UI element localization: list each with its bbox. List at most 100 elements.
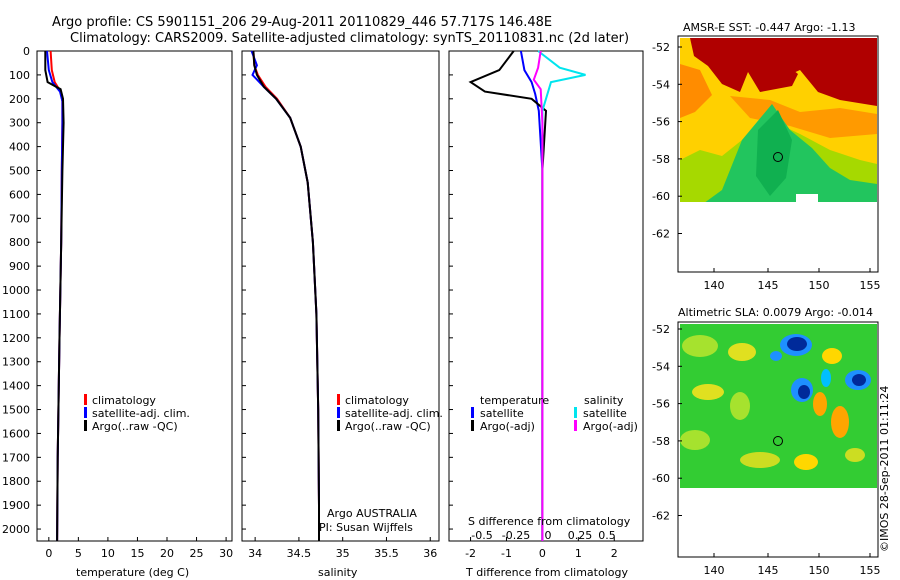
- salinity-x-axis: 34 34.5 35 35.5 36: [248, 537, 437, 560]
- depth-tick-label: 1800: [2, 475, 30, 488]
- s-difference-tick-label: -0.5: [471, 529, 492, 542]
- s-difference-tick-label: 0.25: [568, 529, 593, 542]
- salinity-panel-frame: [241, 50, 440, 542]
- t-difference-x-axis: -2 -1 0 1 2: [465, 537, 618, 560]
- difference-x-tick-label: 0: [539, 547, 546, 560]
- difference-x-tick-label: 2: [611, 547, 618, 560]
- sst-land-mask: [680, 202, 878, 272]
- depth-tick-label: 1300: [2, 356, 30, 369]
- legend-label-sal-satellite: satellite: [583, 407, 627, 420]
- temperature-x-tick-label: 5: [75, 547, 82, 560]
- map-y-tick-label: -54: [652, 360, 670, 373]
- salinity-series-line: [250, 50, 320, 541]
- temperature-xlabel: temperature (deg C): [76, 566, 189, 579]
- sla-anomaly: [845, 448, 865, 462]
- s-difference-label: S difference from climatology: [468, 515, 631, 528]
- legend-label-temp-satellite: satellite: [480, 407, 524, 420]
- legend-swatch-climatology: [84, 394, 87, 405]
- difference-legend: temperature salinity satellite Argo(-adj…: [471, 394, 638, 433]
- salinity-x-tick-label: 34: [248, 547, 262, 560]
- map-x-tick-label: 145: [758, 564, 779, 577]
- depth-tick-label: 1400: [2, 380, 30, 393]
- difference-x-tick-label: 1: [575, 547, 582, 560]
- sla-anomaly: [770, 351, 782, 361]
- sla-anomaly: [682, 335, 718, 357]
- sla-anomaly: [813, 392, 827, 416]
- map-y-tick-label: -62: [652, 228, 670, 241]
- legend-label-argo: Argo(..raw -QC): [345, 420, 431, 433]
- sla-anomaly: [794, 454, 818, 470]
- temperature-x-axis: 0 5 10 15 20 25 30: [45, 537, 233, 560]
- argo-program-note: Argo AUSTRALIA: [327, 507, 417, 520]
- depth-tick-label: 1600: [2, 427, 30, 440]
- t-difference-xlabel: T difference from climatology: [465, 566, 628, 579]
- temperature-x-tick-label: 20: [160, 547, 174, 560]
- legend-swatch-climatology: [337, 394, 340, 405]
- sla-anomaly: [821, 369, 831, 387]
- sst-green-plume: [756, 110, 792, 196]
- depth-tick-label: 600: [9, 188, 30, 201]
- salinity-series: [250, 50, 320, 541]
- legend-swatch-sal-satellite: [574, 407, 577, 418]
- sla-map-frame: [677, 321, 879, 558]
- salinity-x-tick-label: 36: [423, 547, 437, 560]
- sla-anomaly: [831, 406, 849, 438]
- difference-series-line: [532, 50, 544, 541]
- map-y-tick-label: -60: [652, 472, 670, 485]
- imos-timestamp: ©IMOS 28-Sep-2011 01:11:24: [878, 386, 891, 552]
- map-y-tick-label: -56: [652, 116, 670, 129]
- sla-anomaly: [852, 374, 866, 386]
- difference-x-tick-label: -1: [501, 547, 512, 560]
- depth-tick-label: 1200: [2, 332, 30, 345]
- sst-map: [677, 35, 879, 273]
- depth-tick-label: 300: [9, 117, 30, 130]
- legend-title-temperature: temperature: [480, 394, 549, 407]
- depth-tick-label: 900: [9, 260, 30, 273]
- depth-tick-label: 1100: [2, 308, 30, 321]
- temperature-series-line: [44, 51, 65, 542]
- sla-anomaly: [730, 392, 750, 420]
- depth-tick-label: 100: [9, 69, 30, 82]
- legend-label-climatology: climatology: [345, 394, 409, 407]
- salinity-legend: climatology satellite-adj. clim. Argo(..…: [337, 394, 443, 433]
- sla-anomaly: [798, 385, 810, 399]
- map-y-tick-label: -60: [652, 190, 670, 203]
- temperature-x-tick-label: 15: [130, 547, 144, 560]
- depth-tick-label: 1700: [2, 451, 30, 464]
- temperature-panel-frame: [36, 50, 233, 542]
- temperature-x-tick-label: 10: [101, 547, 115, 560]
- legend-label-sal-argo: Argo(-adj): [583, 420, 638, 433]
- salinity-x-tick-label: 35.5: [374, 547, 399, 560]
- legend-label-satellite: satellite-adj. clim.: [345, 407, 443, 420]
- depth-tick-label: 500: [9, 165, 30, 178]
- s-difference-tick-label: 0.5: [598, 529, 616, 542]
- sla-map-title: Altimetric SLA: 0.0079 Argo: -0.014: [678, 306, 873, 319]
- depth-tick-label: 2000: [2, 523, 30, 536]
- map-y-tick-label: -56: [652, 398, 670, 411]
- depth-tick-label: 200: [9, 93, 30, 106]
- difference-series-line: [468, 50, 548, 541]
- map-x-tick-label: 150: [809, 564, 830, 577]
- argo-float-marker: [773, 436, 783, 446]
- sst-map-axes: -52 -54 -56 -58 -60 -62 140 145 150 155: [652, 41, 880, 292]
- legend-label-argo: Argo(..raw -QC): [92, 420, 178, 433]
- depth-tick-label: 1000: [2, 284, 30, 297]
- pi-note: PI: Susan Wijffels: [319, 521, 413, 534]
- temperature-series: [44, 50, 65, 542]
- legend-swatch-temp-satellite: [471, 407, 474, 418]
- map-x-tick-label: 140: [704, 564, 725, 577]
- sst-map-title: AMSR-E SST: -0.447 Argo: -1.13: [683, 21, 855, 34]
- sla-map-axes: -52 -54 -56 -58 -60 -62 140 145 150 155: [652, 323, 880, 577]
- sst-missing-block: [796, 194, 818, 204]
- sst-orange-patch-west: [680, 64, 712, 118]
- depth-tick-label: 1900: [2, 499, 30, 512]
- legend-swatch-sal-argo: [574, 420, 577, 431]
- legend-swatch-satellite: [337, 407, 340, 418]
- sla-anomaly: [787, 337, 807, 351]
- sst-warm-tongue: [760, 62, 798, 92]
- sst-orange-band: [730, 96, 877, 138]
- salinity-x-tick-label: 35: [336, 547, 350, 560]
- header-line-1: Argo profile: CS 5901151_206 29-Aug-2011…: [52, 15, 552, 30]
- sla-anomaly: [822, 348, 842, 364]
